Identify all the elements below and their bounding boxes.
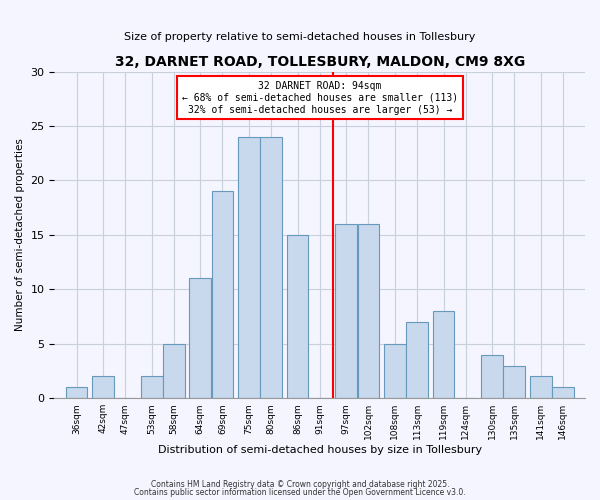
Bar <box>552 388 574 398</box>
Text: Contains HM Land Registry data © Crown copyright and database right 2025.: Contains HM Land Registry data © Crown c… <box>151 480 449 489</box>
Text: 32 DARNET ROAD: 94sqm
← 68% of semi-detached houses are smaller (113)
32% of sem: 32 DARNET ROAD: 94sqm ← 68% of semi-deta… <box>182 82 458 114</box>
Bar <box>433 311 454 398</box>
X-axis label: Distribution of semi-detached houses by size in Tollesbury: Distribution of semi-detached houses by … <box>158 445 482 455</box>
Bar <box>530 376 551 398</box>
Bar <box>384 344 406 398</box>
Bar <box>260 137 282 398</box>
Bar <box>287 235 308 398</box>
Y-axis label: Number of semi-detached properties: Number of semi-detached properties <box>15 138 25 332</box>
Bar <box>163 344 185 398</box>
Bar <box>190 278 211 398</box>
Text: Contains public sector information licensed under the Open Government Licence v3: Contains public sector information licen… <box>134 488 466 497</box>
Bar <box>238 137 260 398</box>
Bar <box>92 376 114 398</box>
Text: Size of property relative to semi-detached houses in Tollesbury: Size of property relative to semi-detach… <box>124 32 476 42</box>
Bar <box>358 224 379 398</box>
Bar <box>481 354 503 398</box>
Bar <box>141 376 163 398</box>
Bar <box>406 322 428 398</box>
Bar <box>335 224 357 398</box>
Bar <box>212 192 233 398</box>
Bar <box>503 366 525 398</box>
Bar <box>65 388 88 398</box>
Title: 32, DARNET ROAD, TOLLESBURY, MALDON, CM9 8XG: 32, DARNET ROAD, TOLLESBURY, MALDON, CM9… <box>115 55 525 69</box>
